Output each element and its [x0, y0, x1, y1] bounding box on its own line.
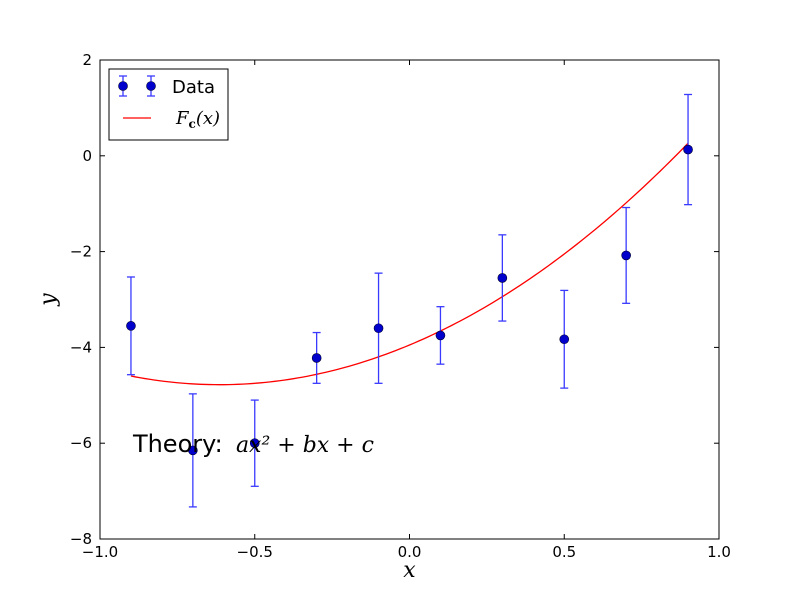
annotation-formula: ax² + bx + c [236, 433, 374, 458]
fit-curve [130, 142, 689, 386]
data-point [683, 144, 693, 155]
y-tick-label: −4 [70, 338, 92, 356]
legend-fit-label: Fc(x) [175, 108, 220, 131]
data-point [126, 321, 136, 331]
x-axis-label: x [403, 558, 416, 583]
y-tick-label: 2 [82, 51, 92, 69]
plot-area [126, 93, 693, 508]
theory-annotation: Theory: ax² + bx + c [132, 430, 374, 458]
data-point [435, 330, 446, 341]
legend-data-marker [118, 75, 156, 97]
legend-fit-label-sub: c [189, 117, 196, 131]
data-point [188, 445, 198, 456]
axis-ticks: −1.0 −0.5 0.0 0.5 1.0 −8 −6 −4 −2 0 2 [70, 51, 731, 561]
x-tick-label: −0.5 [237, 543, 273, 561]
legend-point [118, 81, 128, 91]
legend: Data Fc(x) [108, 68, 229, 141]
y-tick-label: −6 [70, 434, 92, 452]
y-tick-label: 0 [82, 147, 92, 165]
x-tick-label: −1.0 [82, 543, 118, 561]
data-point [497, 273, 508, 283]
legend-box [108, 68, 229, 141]
data-point [373, 323, 384, 334]
y-axis-label: y [36, 293, 61, 307]
data-point [311, 353, 322, 363]
legend-fit-label-main: F [175, 108, 190, 129]
y-tick-label: −8 [70, 530, 92, 548]
legend-point [146, 81, 156, 91]
x-tick-label: 0.0 [398, 543, 422, 561]
annotation-text: Theory: [132, 430, 223, 458]
data-point [621, 250, 631, 261]
legend-data-label: Data [172, 77, 215, 98]
x-tick-label: 0.5 [552, 543, 576, 561]
data-point [249, 438, 260, 449]
y-tick-label: −2 [70, 243, 92, 261]
data-point [559, 334, 570, 345]
legend-fit-label-tail: (x) [196, 108, 220, 129]
x-tick-label: 1.0 [707, 543, 731, 561]
